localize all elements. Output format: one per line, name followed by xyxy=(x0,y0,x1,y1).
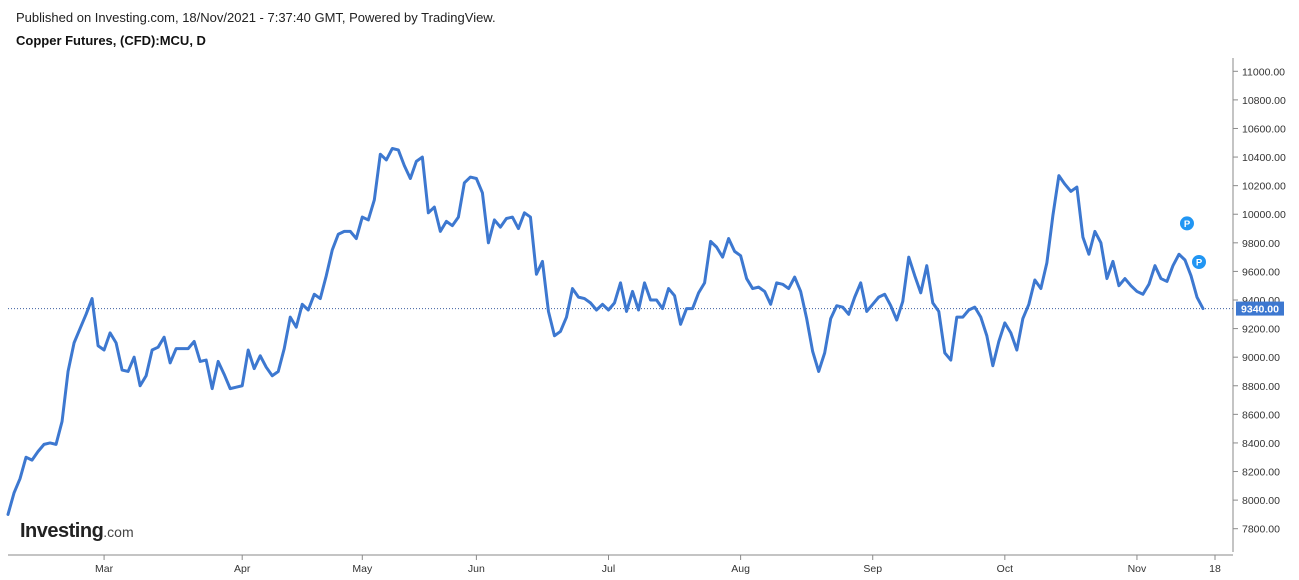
x-tick-label: 18 xyxy=(1209,563,1221,575)
y-tick-label: 10800.00 xyxy=(1242,95,1286,107)
y-tick-label: 11000.00 xyxy=(1242,66,1285,78)
x-axis-ticks: Mar Apr May Jun Jul Aug Sep Oct Nov 18 xyxy=(95,555,1221,575)
price-series-line xyxy=(6,146,1205,516)
x-tick-label: May xyxy=(352,563,373,575)
logo-brand: Investing xyxy=(20,520,104,542)
y-tick-label: 8000.00 xyxy=(1242,495,1280,507)
x-tick-label: Jun xyxy=(468,563,485,575)
x-tick-label: Apr xyxy=(234,563,251,575)
x-tick-label: Sep xyxy=(863,563,882,575)
y-tick-label: 10200.00 xyxy=(1242,181,1286,193)
event-marker[interactable] xyxy=(1178,215,1195,232)
y-tick-label: 10600.00 xyxy=(1242,123,1286,135)
current-price-tag-bg xyxy=(1236,301,1284,316)
y-tick-label: 8800.00 xyxy=(1242,381,1280,393)
y-tick-label: 9000.00 xyxy=(1242,352,1280,364)
y-tick-label: 8600.00 xyxy=(1242,409,1280,421)
published-info: Published on Investing.com, 18/Nov/2021 … xyxy=(16,10,496,25)
x-tick-label: Aug xyxy=(731,563,750,575)
event-marker-label: P xyxy=(1184,219,1191,230)
x-tick-label: Mar xyxy=(95,563,114,575)
y-tick-label: 10000.00 xyxy=(1242,209,1286,221)
y-tick-label: 9200.00 xyxy=(1242,324,1280,336)
investing-logo: Investing.com xyxy=(20,520,134,543)
logo-suffix: .com xyxy=(103,524,134,540)
y-tick-label: 8400.00 xyxy=(1242,438,1280,450)
current-price-tag-label: 9340.00 xyxy=(1241,304,1279,316)
y-tick-label: 10400.00 xyxy=(1242,152,1286,164)
event-markers[interactable]: PP xyxy=(1178,215,1207,270)
event-marker-label: P xyxy=(1196,257,1203,268)
y-axis-ticks: 7800.00 8000.00 8200.00 8400.00 8600.00 8800.… xyxy=(1233,66,1286,536)
x-tick-label: Oct xyxy=(997,563,1013,575)
y-tick-label: 9600.00 xyxy=(1242,266,1280,278)
x-tick-label: Nov xyxy=(1128,563,1147,575)
event-marker[interactable] xyxy=(1191,253,1207,270)
chart-symbol-title: Copper Futures, (CFD):MCU, D xyxy=(16,33,206,48)
y-tick-label: 7800.00 xyxy=(1242,524,1280,536)
y-tick-label: 8200.00 xyxy=(1242,467,1280,479)
current-price-tag: 9340.00 xyxy=(1236,301,1284,316)
y-tick-label: 9800.00 xyxy=(1242,238,1280,250)
x-tick-label: Jul xyxy=(602,563,615,575)
